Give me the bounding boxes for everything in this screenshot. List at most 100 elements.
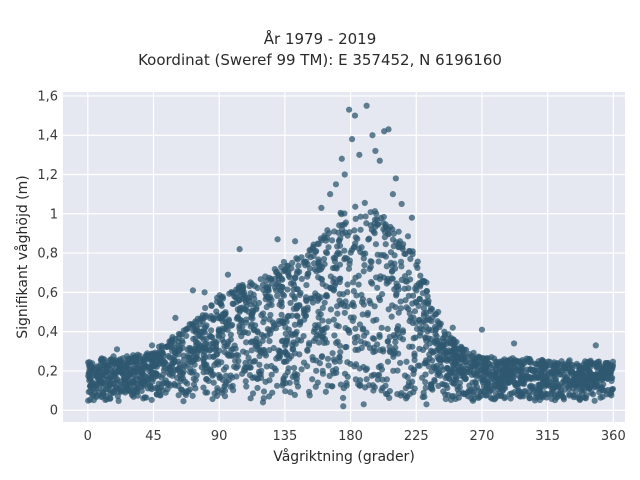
data-point	[190, 368, 197, 375]
data-point	[273, 355, 280, 362]
data-point	[459, 345, 466, 352]
data-point	[371, 303, 378, 310]
data-point	[138, 387, 145, 395]
data-point	[581, 394, 589, 401]
data-point	[435, 355, 442, 363]
data-point	[315, 259, 322, 266]
data-point	[149, 357, 156, 364]
data-point	[392, 304, 399, 311]
data-point	[257, 276, 264, 283]
y-tick-label: 0,6	[37, 286, 58, 301]
data-point	[189, 323, 197, 330]
data-point	[300, 307, 308, 314]
data-point	[560, 394, 567, 401]
data-point	[336, 297, 343, 304]
data-point	[492, 390, 500, 398]
data-point	[363, 102, 370, 109]
data-point	[538, 371, 545, 379]
data-point	[442, 391, 449, 398]
data-point	[232, 345, 239, 352]
data-point	[242, 367, 249, 374]
data-point	[401, 250, 408, 257]
data-point	[256, 361, 263, 368]
chart-title-line2: Koordinat (Sweref 99 TM): E 357452, N 61…	[138, 51, 502, 69]
data-point	[514, 358, 521, 365]
data-point	[359, 311, 366, 318]
data-point	[288, 312, 296, 319]
data-point	[249, 307, 256, 314]
data-point	[282, 349, 289, 356]
data-point	[213, 298, 221, 305]
data-point	[538, 356, 546, 364]
data-point	[189, 287, 197, 294]
data-point	[275, 320, 283, 328]
data-point	[451, 343, 458, 350]
data-point	[441, 381, 448, 388]
data-point	[113, 368, 121, 376]
data-point	[526, 374, 533, 381]
data-point	[352, 215, 359, 222]
data-point	[285, 365, 292, 372]
data-point	[319, 304, 326, 312]
data-point	[453, 376, 460, 384]
data-point	[414, 258, 421, 265]
data-point	[586, 368, 594, 376]
data-point	[599, 393, 606, 400]
data-point	[423, 287, 430, 295]
data-point	[386, 343, 393, 350]
data-point	[186, 354, 193, 361]
data-point	[243, 339, 250, 346]
data-point	[240, 329, 247, 336]
data-point	[295, 336, 302, 343]
data-point	[345, 265, 353, 272]
data-point	[100, 391, 107, 398]
data-point	[305, 339, 313, 347]
data-point	[86, 362, 93, 369]
data-point	[236, 308, 243, 315]
data-point	[407, 255, 414, 263]
data-point	[192, 385, 199, 392]
data-point	[504, 376, 511, 383]
data-point	[275, 280, 282, 287]
data-point	[266, 316, 273, 323]
data-point	[323, 293, 331, 300]
data-point	[213, 339, 220, 346]
data-point	[533, 391, 540, 398]
data-point	[268, 371, 275, 378]
data-point	[185, 388, 192, 395]
y-tick-label: 0,8	[37, 247, 58, 262]
data-point	[324, 355, 332, 362]
data-point	[329, 383, 336, 390]
data-point	[376, 331, 383, 338]
data-point	[447, 396, 455, 403]
data-point	[370, 317, 377, 324]
data-point	[493, 359, 501, 366]
data-point	[354, 235, 361, 242]
data-point	[255, 299, 263, 307]
data-point	[179, 337, 186, 344]
data-point	[372, 147, 379, 155]
data-point	[418, 279, 425, 286]
data-point	[397, 359, 404, 367]
data-point	[379, 346, 387, 353]
data-point	[404, 233, 412, 240]
data-point	[264, 332, 271, 339]
data-point	[562, 377, 569, 384]
x-tick-label: 0	[84, 429, 92, 444]
data-point	[355, 346, 362, 353]
x-tick-label: 180	[338, 429, 363, 444]
data-point	[229, 382, 236, 389]
data-point	[420, 305, 427, 312]
data-point	[539, 392, 546, 399]
data-point	[592, 342, 599, 349]
data-point	[449, 324, 456, 331]
data-point	[428, 385, 435, 392]
data-point	[411, 366, 418, 374]
data-point	[422, 323, 430, 330]
data-point	[379, 376, 386, 383]
data-point	[372, 241, 380, 248]
data-point	[160, 352, 167, 360]
data-point	[484, 385, 491, 392]
x-axis-label: Vågriktning (grader)	[273, 448, 415, 465]
data-point	[251, 357, 259, 365]
